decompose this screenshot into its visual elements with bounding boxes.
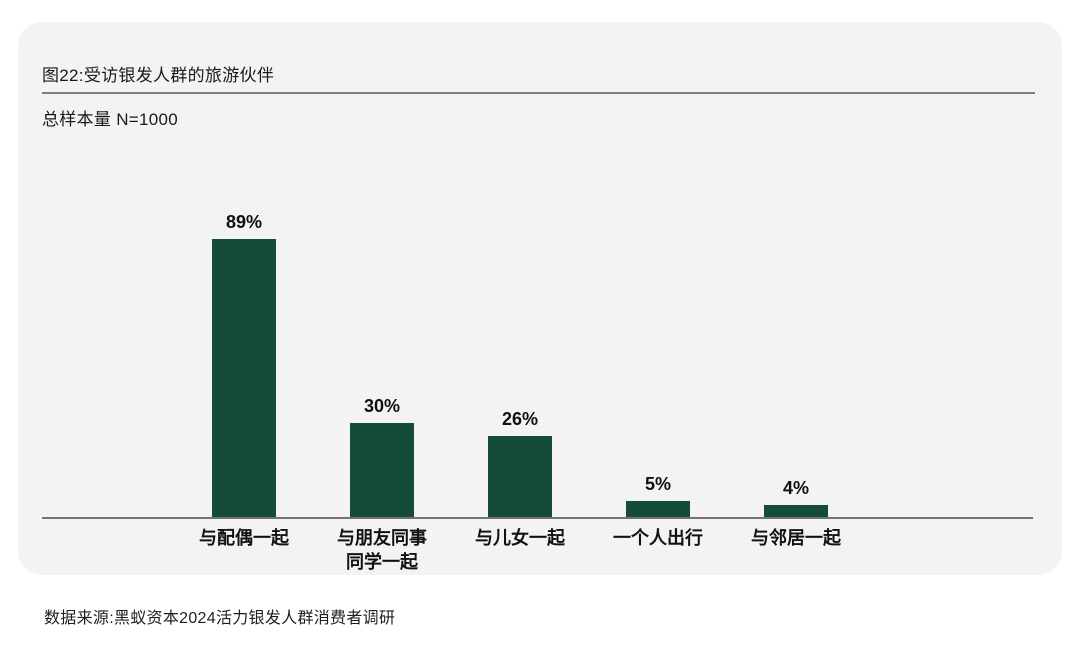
bar-category-label: 与配偶一起 bbox=[199, 528, 289, 548]
chart-card: 图22:受访银发人群的旅游伙伴 总样本量 N=1000 89% 与配偶一起 30% 与… bbox=[18, 22, 1062, 575]
title-divider bbox=[42, 92, 1035, 94]
data-source: 数据来源:黑蚁资本2024活力银发人群消费者调研 bbox=[44, 610, 396, 627]
bar-category-label: 与邻居一起 bbox=[751, 528, 841, 548]
chart-title: 图22:受访银发人群的旅游伙伴 bbox=[42, 66, 275, 85]
bar bbox=[212, 239, 276, 517]
bar-category-label: 与儿女一起 bbox=[475, 528, 565, 548]
bar-value-label: 89% bbox=[225, 212, 263, 232]
bar-category-label: 一个人出行 bbox=[613, 528, 703, 548]
bar bbox=[626, 501, 690, 517]
sample-size-label: 总样本量 N=1000 bbox=[42, 110, 179, 129]
bar-chart: 89% 与配偶一起 30% 与朋友同事 同学一起 26% 与儿女一起 5% 一个人出行 4% 与邻… bbox=[18, 22, 1062, 575]
bar-category-label: 与朋友同事 同学一起 bbox=[337, 528, 427, 572]
bar bbox=[764, 505, 828, 517]
bar-value-label: 30% bbox=[363, 396, 401, 416]
bar-value-label: 5% bbox=[644, 474, 671, 494]
bar bbox=[488, 436, 552, 517]
bar-value-label: 26% bbox=[501, 409, 539, 429]
bar-value-label: 4% bbox=[782, 478, 809, 498]
x-axis-line bbox=[42, 517, 1033, 519]
bar bbox=[350, 423, 414, 517]
